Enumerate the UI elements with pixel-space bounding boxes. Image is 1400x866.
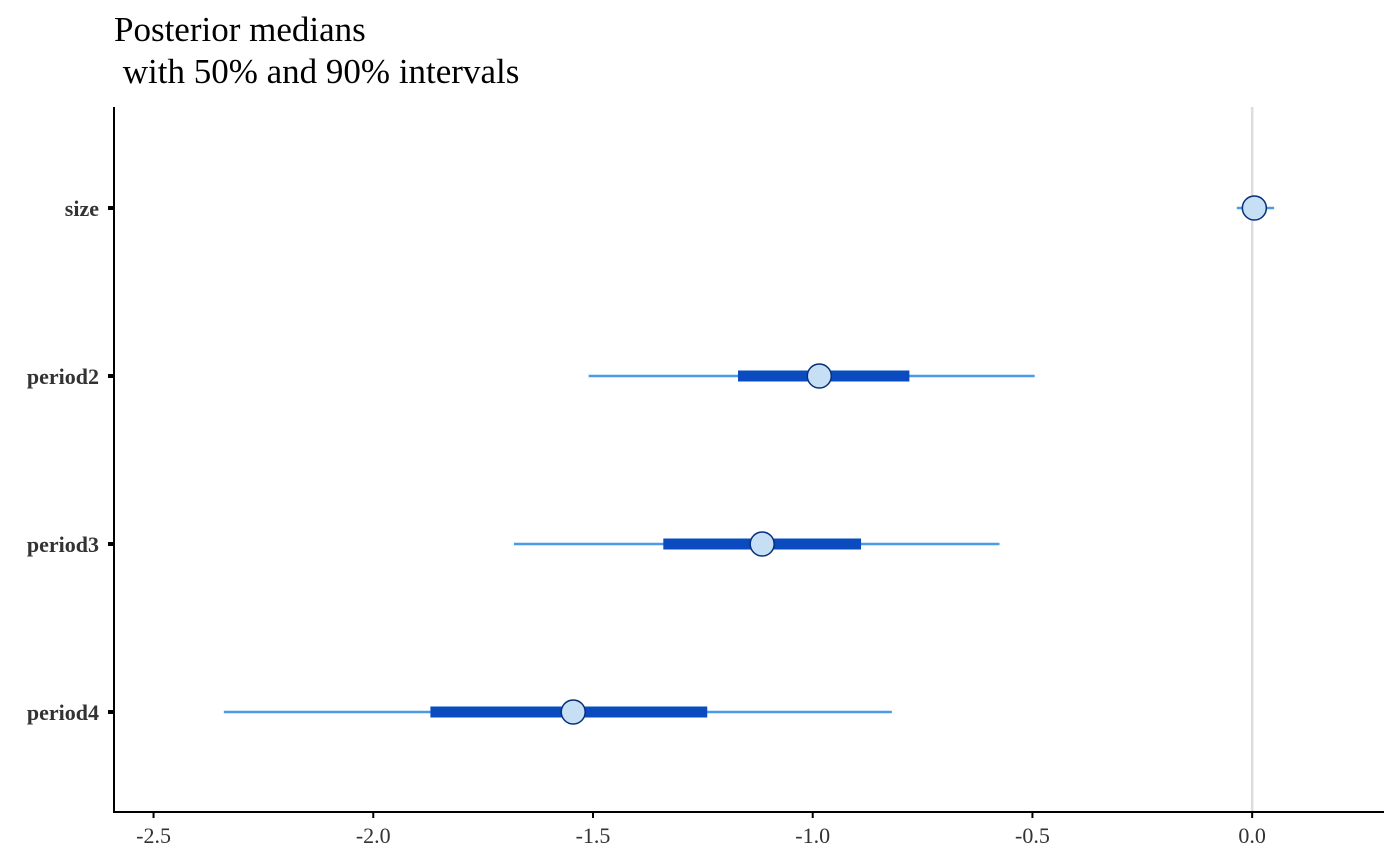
y-tick-label: period3 <box>27 532 99 557</box>
median-point <box>749 531 775 557</box>
chart-title-line-2: with 50% and 90% intervals <box>114 52 520 91</box>
median-point <box>1241 195 1268 221</box>
median-point <box>806 363 833 389</box>
median-point <box>560 699 586 725</box>
chart-title-line-1: Posterior medians <box>114 10 366 49</box>
x-tick-label: -0.5 <box>1015 823 1050 848</box>
y-tick-label: period2 <box>27 364 99 389</box>
x-tick-label: -1.5 <box>576 823 611 848</box>
x-tick-label: -2.0 <box>356 823 391 848</box>
y-tick-label: size <box>65 196 99 221</box>
x-tick-label: -2.5 <box>136 823 171 848</box>
y-tick-label: period4 <box>27 700 99 725</box>
x-tick-label: -1.0 <box>795 823 830 848</box>
x-tick-label: 0.0 <box>1238 823 1266 848</box>
